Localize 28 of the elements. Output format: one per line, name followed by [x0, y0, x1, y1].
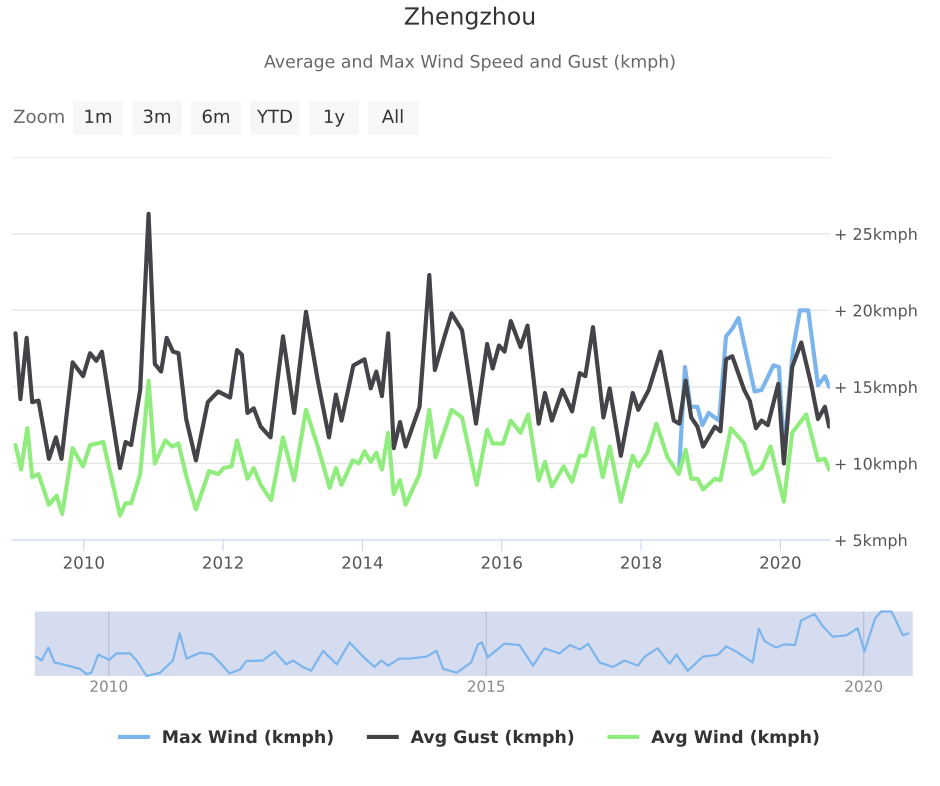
line-series — [13, 378, 830, 518]
x-tick-label: 2012 — [203, 556, 243, 569]
y-tick-label: + 5kmph — [836, 534, 906, 550]
y-tick-label: + 25kmph — [836, 228, 916, 244]
text: 1y — [324, 110, 345, 127]
x-tick-label: 2014 — [342, 556, 383, 569]
text: 1m — [85, 110, 112, 123]
legend-label: Avg Wind (kmph) — [651, 730, 818, 747]
text: 3m — [144, 109, 170, 124]
text: 6m — [202, 109, 230, 124]
y-tick-label: + 10kmph — [836, 457, 916, 473]
x-tick-label: 2020 — [760, 556, 800, 569]
legend-label: Max Wind (kmph) — [163, 730, 333, 747]
text: All — [382, 109, 402, 123]
x-tick-label: 2018 — [621, 556, 662, 569]
text: YTD — [256, 110, 292, 123]
x-tick-label: 2010 — [90, 680, 128, 692]
chart-title: Zhengzhou — [404, 6, 534, 30]
x-tick-label: 2015 — [468, 680, 504, 692]
chart-subtitle: Average and Max Wind Speed and Gust (kmph) — [264, 54, 675, 72]
x-tick-label: 2016 — [482, 556, 522, 569]
x-tick-label: 2020 — [845, 680, 882, 692]
x-tick-label: 2010 — [64, 556, 104, 569]
line-series — [13, 212, 830, 470]
text: Zoom — [14, 110, 64, 124]
y-tick-label: + 15kmph — [836, 380, 916, 396]
y-tick-label: + 20kmph — [836, 304, 916, 320]
legend-label: Avg Gust (kmph) — [410, 730, 574, 747]
